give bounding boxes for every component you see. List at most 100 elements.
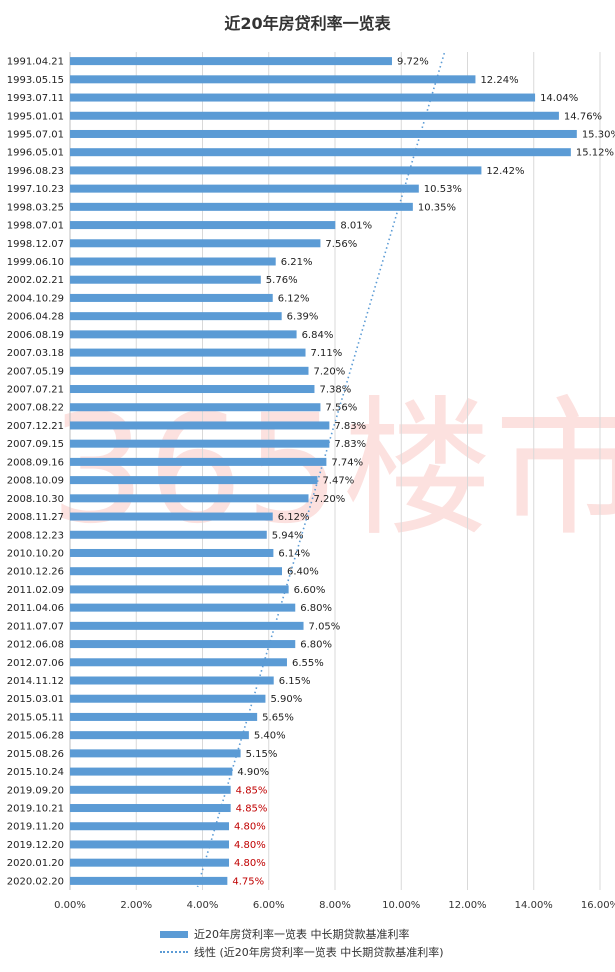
data-label: 10.53% (424, 184, 462, 195)
x-tick-label: 16.00% (581, 900, 615, 911)
chart-title: 近20年房贷利率一览表 (224, 14, 391, 33)
bar (70, 166, 482, 175)
trendline (196, 52, 446, 888)
bar (70, 366, 309, 375)
category-label: 2006.04.28 (7, 312, 64, 323)
category-label: 2020.01.20 (7, 858, 64, 869)
bar (70, 767, 233, 776)
bar (70, 858, 229, 867)
category-label: 1991.04.21 (7, 57, 64, 68)
category-label: 1993.07.11 (7, 93, 64, 104)
data-label: 6.21% (281, 257, 313, 268)
category-label: 2007.12.21 (7, 421, 64, 432)
data-label: 6.80% (300, 640, 332, 651)
bar (70, 202, 413, 211)
category-label: 2008.11.27 (7, 512, 64, 523)
category-label: 2011.04.06 (7, 603, 64, 614)
category-label: 2014.11.12 (7, 676, 64, 687)
category-label: 2002.02.21 (7, 275, 64, 286)
data-label: 14.76% (564, 111, 602, 122)
bar (70, 275, 261, 284)
bar (70, 75, 476, 84)
data-label: 6.15% (279, 676, 311, 687)
category-label: 1993.05.15 (7, 75, 64, 86)
data-label: 7.47% (322, 476, 354, 487)
category-label: 2008.12.23 (7, 530, 64, 541)
category-label: 2007.09.15 (7, 439, 64, 450)
legend: 近20年房贷利率一览表 中长期贷款基准利率 线性 (近20年房贷利率一览表 中长… (160, 925, 444, 961)
data-label: 14.04% (540, 93, 578, 104)
x-tick-label: 4.00% (187, 900, 219, 911)
category-label: 2007.05.19 (7, 366, 64, 377)
category-label: 2007.03.18 (7, 348, 64, 359)
data-label: 7.38% (319, 385, 351, 396)
category-label: 2019.11.20 (7, 822, 64, 833)
category-label: 2019.12.20 (7, 840, 64, 851)
bar (70, 239, 321, 248)
bar (70, 221, 336, 230)
category-label: 2006.08.19 (7, 330, 64, 341)
x-tick-label: 14.00% (515, 900, 553, 911)
bar (70, 804, 231, 813)
watermark: 365楼市 (50, 383, 615, 557)
category-label: 2020.02.20 (7, 876, 64, 887)
legend-trendline-label: 线性 (近20年房贷利率一览表 中长期贷款基准利率) (194, 946, 444, 959)
data-label: 6.40% (287, 567, 319, 578)
data-label: 9.72% (397, 57, 429, 68)
data-label: 5.15% (246, 749, 278, 760)
data-label: 6.12% (278, 293, 310, 304)
bar (70, 312, 282, 321)
bar (70, 876, 228, 885)
bar (70, 567, 282, 576)
data-label: 8.01% (340, 221, 372, 232)
bar (70, 603, 296, 612)
data-label: 7.56% (325, 239, 357, 250)
bar (70, 439, 330, 448)
bar (70, 822, 229, 831)
x-tick-label: 6.00% (253, 900, 285, 911)
category-label: 2015.06.28 (7, 731, 64, 742)
data-label: 7.83% (334, 421, 366, 432)
data-label: 5.40% (254, 731, 286, 742)
data-label: 5.94% (272, 530, 304, 541)
bar (70, 57, 392, 66)
data-label: 4.85% (236, 804, 268, 815)
legend-series-label: 近20年房贷利率一览表 中长期贷款基准利率 (194, 928, 410, 941)
bar (70, 421, 330, 430)
data-label: 5.90% (270, 694, 302, 705)
bar (70, 512, 273, 521)
data-label: 7.20% (314, 494, 346, 505)
category-label: 2015.03.01 (7, 694, 64, 705)
bar (70, 184, 419, 193)
category-label: 2015.10.24 (7, 767, 64, 778)
data-label: 4.85% (236, 785, 268, 796)
bar (70, 330, 297, 339)
category-label: 1995.01.01 (7, 111, 64, 122)
category-label: 1995.07.01 (7, 129, 64, 140)
bar (70, 548, 274, 557)
category-label: 2019.09.20 (7, 785, 64, 796)
category-label: 2012.06.08 (7, 640, 64, 651)
category-label: 2011.07.07 (7, 621, 64, 632)
data-label: 6.39% (287, 312, 319, 323)
bar (70, 530, 267, 539)
category-label: 2004.10.29 (7, 293, 64, 304)
category-label: 2015.05.11 (7, 712, 64, 723)
bar (70, 348, 306, 357)
data-label: 5.65% (262, 712, 294, 723)
legend-item-trendline: 线性 (近20年房贷利率一览表 中长期贷款基准利率) (160, 943, 444, 961)
data-label: 15.12% (576, 148, 614, 159)
bar (70, 148, 571, 157)
bar (70, 694, 266, 703)
bar (70, 676, 274, 685)
category-label: 1998.07.01 (7, 221, 64, 232)
data-label: 6.84% (302, 330, 334, 341)
bar (70, 457, 327, 466)
category-label: 1998.03.25 (7, 202, 64, 213)
data-label: 7.83% (334, 439, 366, 450)
bar (70, 712, 258, 721)
bar (70, 585, 289, 594)
data-label: 6.60% (294, 585, 326, 596)
bar (70, 257, 276, 266)
